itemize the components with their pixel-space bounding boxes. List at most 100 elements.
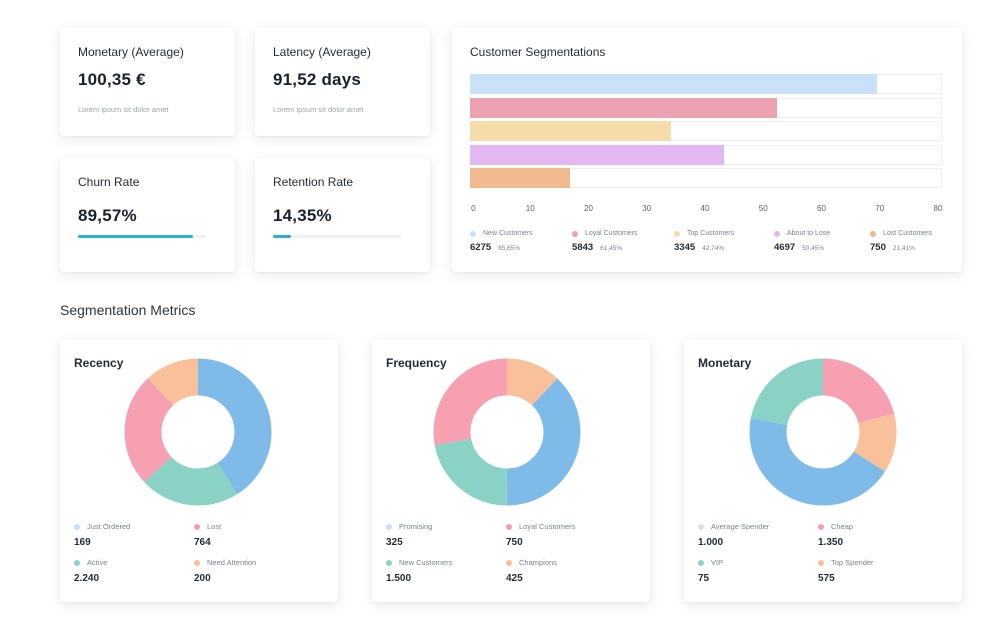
legend-count: 3345 bbox=[674, 242, 696, 253]
donut-legend-item: Loyal Customers 750 bbox=[506, 522, 575, 548]
legend-item: Lost Customers 750 21,41% bbox=[870, 230, 932, 253]
legend-item: Top Customers 3345 42,74% bbox=[674, 230, 734, 253]
donut-legend-item: Promising 325 bbox=[386, 522, 432, 548]
donut-legend-item: Need Attention 200 bbox=[194, 558, 256, 584]
legend-count: 750 bbox=[870, 242, 886, 253]
donut-legend-item: New Customers 1.500 bbox=[386, 558, 452, 584]
bar-lost-customers bbox=[470, 168, 571, 188]
bar-row bbox=[470, 144, 942, 165]
legend-label: Cheap bbox=[831, 522, 854, 531]
legend-value: 325 bbox=[386, 537, 403, 548]
kpi-description: Lorem ipsum sit dolor amet bbox=[78, 105, 169, 114]
legend-dot-icon bbox=[572, 230, 578, 237]
donut-slice bbox=[749, 358, 897, 506]
churn-rate-card: Churn Rate 89,57% bbox=[60, 158, 235, 272]
legend-dot-icon bbox=[818, 523, 824, 530]
donut-slice bbox=[124, 358, 272, 506]
bar-about-to-lose bbox=[470, 144, 724, 165]
legend-dot-icon bbox=[506, 559, 512, 566]
monetary-donut-chart bbox=[749, 358, 897, 506]
donut-slice bbox=[749, 358, 897, 506]
kpi-label: Churn Rate bbox=[78, 175, 140, 189]
legend-percent: 50,45% bbox=[802, 245, 825, 252]
x-axis-ticks: 0 10 20 30 40 50 60 70 80 bbox=[470, 204, 942, 216]
legend-label: VIP bbox=[711, 558, 724, 567]
legend-value: 750 21,41% bbox=[870, 242, 932, 253]
monetary-average-card: Monetary (Average) 100,35 € Lorem ipsum … bbox=[60, 28, 235, 136]
legend-percent: 61,45% bbox=[600, 245, 623, 252]
churn-progress-fill bbox=[78, 235, 193, 238]
frequency-donut-chart bbox=[433, 358, 581, 506]
donut-legend-item: Just Ordered 169 bbox=[74, 522, 130, 548]
donut-title: Recency bbox=[74, 356, 124, 370]
legend-label: Loyal Customers bbox=[519, 522, 576, 531]
bar-loyal-customers bbox=[470, 97, 777, 118]
legend-value: 5843 61,45% bbox=[572, 242, 638, 253]
recency-card: Recency Just Ordered 169 Lost 764 Active 2.24… bbox=[60, 340, 338, 602]
kpi-label: Retention Rate bbox=[273, 175, 354, 189]
legend-value: 3345 42,74% bbox=[674, 242, 734, 253]
x-tick-label: 80 bbox=[933, 204, 943, 213]
legend-dot-icon bbox=[698, 523, 704, 530]
recency-donut-chart bbox=[124, 358, 272, 506]
segmentations-title: Customer Segmentations bbox=[470, 45, 606, 59]
legend-item: Loyal Customers 5843 61,45% bbox=[572, 230, 638, 253]
retention-progress-fill bbox=[273, 235, 292, 238]
legend-label: Promising bbox=[399, 522, 433, 531]
bar-row bbox=[470, 121, 942, 141]
legend-label: About to Lose bbox=[787, 230, 831, 237]
legend-label: Just Ordered bbox=[87, 522, 131, 531]
legend-value: 764 bbox=[194, 537, 211, 548]
legend-value: 575 bbox=[818, 573, 835, 584]
legend-count: 4697 bbox=[774, 242, 796, 253]
kpi-value: 100,35 € bbox=[78, 70, 146, 89]
legend-label: New Customers bbox=[483, 230, 533, 237]
donut-slice bbox=[124, 358, 272, 506]
legend-dot-icon bbox=[386, 559, 392, 566]
legend-value: 6275 85,65% bbox=[470, 242, 533, 253]
donut-title: Frequency bbox=[386, 356, 447, 370]
donut-slice bbox=[124, 358, 272, 506]
legend-dot-icon bbox=[74, 523, 80, 530]
kpi-value: 89,57% bbox=[78, 206, 137, 225]
legend-dot-icon bbox=[774, 230, 780, 237]
legend-value: 169 bbox=[74, 537, 91, 548]
legend-dot-icon bbox=[818, 559, 824, 566]
legend-label: Lost bbox=[207, 522, 222, 531]
legend-label: Loyal Customers bbox=[585, 230, 638, 237]
legend-count: 5843 bbox=[572, 242, 594, 253]
donut-legend-item: Champions 425 bbox=[506, 558, 557, 584]
frequency-card: Frequency Promising 325 Loyal Customers 750… bbox=[372, 340, 650, 602]
donut-legend-item: Top Spender 575 bbox=[818, 558, 874, 584]
kpi-label: Latency (Average) bbox=[273, 45, 371, 59]
churn-progress-bar bbox=[78, 235, 206, 238]
legend-label: Average Spender bbox=[711, 522, 770, 531]
kpi-label: Monetary (Average) bbox=[78, 45, 184, 59]
legend-label: Lost Customers bbox=[883, 230, 933, 237]
legend-label: Need Attention bbox=[207, 558, 257, 567]
legend-percent: 21,41% bbox=[892, 245, 915, 252]
legend-dot-icon bbox=[506, 523, 512, 530]
legend-dot-icon bbox=[386, 523, 392, 530]
legend-dot-icon bbox=[74, 559, 80, 566]
bar-row bbox=[470, 168, 942, 188]
x-tick-label: 50 bbox=[758, 204, 768, 213]
legend-label: Top Customers bbox=[687, 230, 735, 237]
customer-segmentations-card: Customer Segmentations 0 10 20 30 40 50 60 70 80… bbox=[452, 28, 962, 272]
donut-legend-item: Active 2.240 bbox=[74, 558, 107, 584]
legend-value: 2.240 bbox=[74, 573, 100, 584]
legend-dot-icon bbox=[674, 230, 680, 237]
x-tick-label: 60 bbox=[817, 204, 826, 213]
kpi-value: 91,52 days bbox=[273, 70, 362, 89]
legend-dot-icon bbox=[870, 230, 876, 237]
legend-value: 425 bbox=[506, 573, 523, 584]
bar-new-customers bbox=[470, 74, 878, 94]
monetary-card: Monetary Average Spender 1.000 Cheap 1.350 V… bbox=[684, 340, 962, 602]
legend-value: 750 bbox=[506, 537, 523, 548]
donut-legend-item: Average Spender 1.000 bbox=[698, 522, 769, 548]
legend-label: Top Spender bbox=[831, 558, 874, 567]
legend-count: 6275 bbox=[470, 242, 492, 253]
legend-item: About to Lose 4697 50,45% bbox=[774, 230, 830, 253]
legend-dot-icon bbox=[194, 559, 200, 566]
donut-legend-item: Cheap 1.350 bbox=[818, 522, 853, 548]
